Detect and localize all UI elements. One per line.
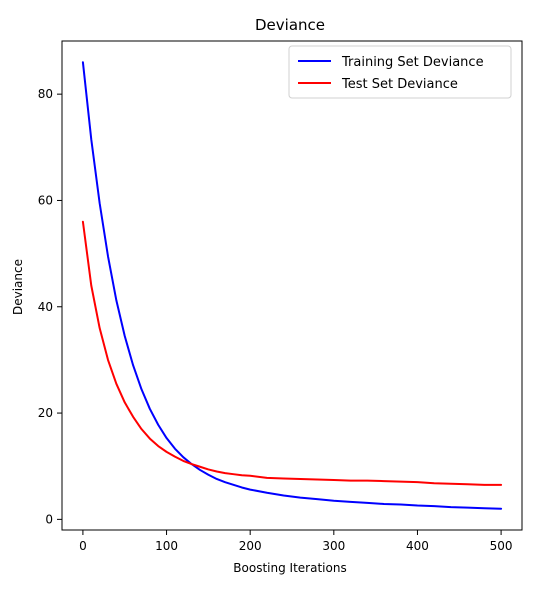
series-layer bbox=[81, 61, 503, 510]
y-axis-label: Deviance bbox=[11, 259, 25, 315]
x-tick-label: 400 bbox=[406, 539, 429, 553]
x-tick-label: 0 bbox=[79, 539, 87, 553]
x-ticks: 0 100 200 300 400 500 bbox=[79, 530, 513, 553]
y-tick-label: 0 bbox=[45, 512, 53, 526]
y-ticks: 0 20 40 60 80 bbox=[38, 87, 62, 526]
test-deviance-line bbox=[81, 220, 503, 486]
y-tick-label: 20 bbox=[38, 406, 53, 420]
chart-title: Deviance bbox=[255, 16, 325, 34]
legend-training-label: Training Set Deviance bbox=[341, 55, 484, 70]
x-tick-label: 100 bbox=[155, 539, 178, 553]
x-axis-label: Boosting Iterations bbox=[233, 561, 346, 575]
x-tick-label: 500 bbox=[490, 539, 513, 553]
y-tick-label: 80 bbox=[38, 87, 53, 101]
legend-test-label: Test Set Deviance bbox=[341, 77, 458, 92]
legend-box bbox=[288, 45, 512, 99]
x-tick-label: 300 bbox=[322, 539, 345, 553]
legend: Training Set Deviance Test Set Deviance bbox=[288, 45, 512, 99]
plot-area bbox=[61, 40, 523, 531]
y-tick-label: 60 bbox=[38, 193, 53, 207]
y-tick-label: 40 bbox=[38, 300, 53, 314]
training-deviance-line bbox=[81, 61, 503, 510]
x-tick-label: 200 bbox=[239, 539, 262, 553]
